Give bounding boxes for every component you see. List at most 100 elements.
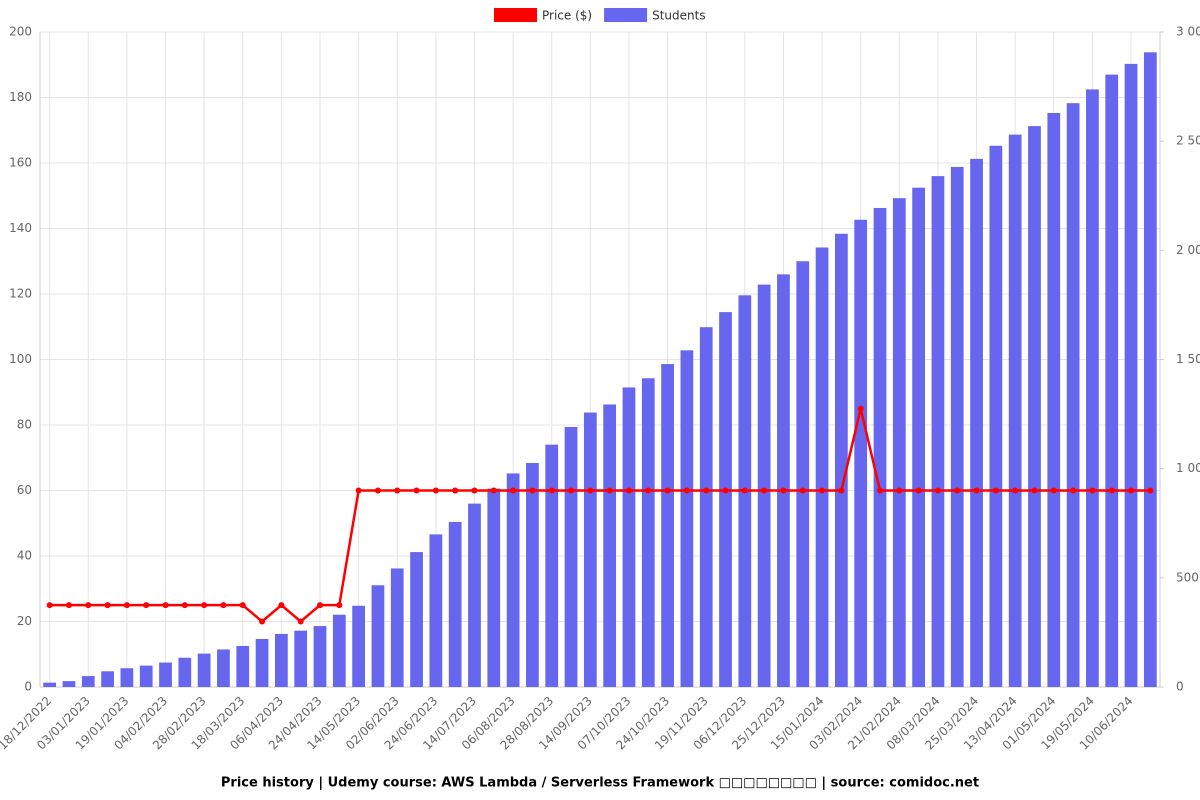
price-point	[278, 602, 285, 609]
bar	[410, 552, 423, 687]
price-point	[587, 487, 594, 494]
bar	[1047, 113, 1061, 688]
bar	[43, 682, 57, 687]
chart-title: Price history | Udemy course: AWS Lambda…	[221, 776, 979, 791]
price-point	[838, 487, 845, 494]
price-point	[1108, 487, 1115, 494]
bar	[950, 166, 964, 687]
bar	[564, 426, 578, 687]
bar	[854, 219, 868, 687]
price-point	[915, 487, 922, 494]
bar	[294, 630, 308, 687]
y-tick-label: 120	[9, 287, 32, 301]
bar	[1143, 52, 1157, 688]
legend-label: Price ($)	[542, 9, 592, 23]
y2-tick-label: 3 000	[1176, 25, 1200, 39]
y2-tick-label: 2 000	[1176, 243, 1200, 257]
price-point	[317, 602, 323, 609]
bar	[1124, 63, 1138, 688]
price-point	[220, 602, 227, 609]
price-point	[799, 487, 806, 494]
bar	[622, 387, 636, 687]
bar	[873, 207, 887, 687]
price-point	[877, 487, 883, 494]
bar	[603, 404, 617, 687]
bar	[1008, 134, 1022, 687]
price-point	[1050, 487, 1057, 494]
bar	[429, 534, 443, 687]
price-point	[510, 487, 517, 494]
bar	[448, 521, 462, 687]
y-tick-label: 140	[9, 221, 32, 235]
price-point	[1147, 487, 1154, 494]
price-point	[664, 487, 671, 494]
price-point	[239, 602, 246, 609]
bar	[719, 312, 732, 687]
price-point	[336, 602, 343, 609]
bar	[777, 274, 790, 687]
bar	[912, 187, 925, 687]
price-point	[1070, 487, 1077, 494]
bar	[81, 676, 95, 687]
price-point	[568, 487, 575, 494]
price-point	[413, 487, 420, 494]
bar	[139, 665, 153, 687]
y-tick-label: 200	[9, 25, 32, 39]
bar	[680, 350, 694, 687]
y-tick-label: 0	[24, 680, 32, 694]
bar	[236, 645, 250, 687]
bar	[1086, 89, 1099, 687]
price-point	[741, 487, 748, 494]
legend-label: Students	[652, 9, 706, 23]
price-point	[143, 602, 150, 609]
bar	[1066, 103, 1080, 688]
y-tick-label: 100	[9, 352, 32, 366]
y-tick-label: 80	[17, 418, 32, 432]
bar	[931, 176, 945, 687]
bar	[313, 626, 327, 687]
bar	[101, 671, 114, 687]
y-tick-label: 180	[9, 90, 32, 104]
price-point	[162, 602, 169, 609]
legend-swatch	[494, 8, 537, 22]
bar	[1028, 126, 1041, 687]
bar	[120, 668, 134, 687]
bar	[332, 614, 346, 687]
bar	[545, 444, 559, 687]
price-point	[490, 487, 497, 494]
price-point	[780, 487, 787, 494]
price-point	[85, 602, 92, 609]
bar	[892, 198, 906, 687]
price-point	[355, 487, 362, 494]
price-line	[49, 408, 1151, 624]
bar	[526, 462, 539, 687]
y-tick-label: 60	[17, 483, 32, 497]
price-point	[259, 618, 266, 625]
bar	[352, 605, 365, 687]
legend-swatch	[604, 8, 648, 22]
y2-tick-label: 500	[1176, 570, 1199, 584]
bar	[487, 488, 501, 687]
bar	[159, 662, 172, 687]
price-point	[65, 602, 72, 609]
price-point	[471, 487, 478, 494]
price-point	[548, 487, 555, 494]
price-point	[529, 487, 536, 494]
y2-tick-label: 2 500	[1176, 134, 1200, 148]
y-tick-label: 20	[17, 614, 32, 628]
bar	[275, 633, 288, 687]
price-point	[1089, 487, 1096, 494]
price-point	[46, 602, 53, 609]
bar	[815, 247, 829, 687]
price-point	[896, 487, 903, 494]
price-point	[1031, 487, 1038, 494]
price-point	[973, 487, 980, 494]
bar	[835, 233, 848, 688]
price-point	[606, 487, 613, 494]
price-point	[394, 487, 401, 494]
price-point	[452, 487, 459, 494]
bar	[62, 681, 76, 687]
price-point	[297, 618, 304, 625]
price-point	[761, 487, 768, 494]
